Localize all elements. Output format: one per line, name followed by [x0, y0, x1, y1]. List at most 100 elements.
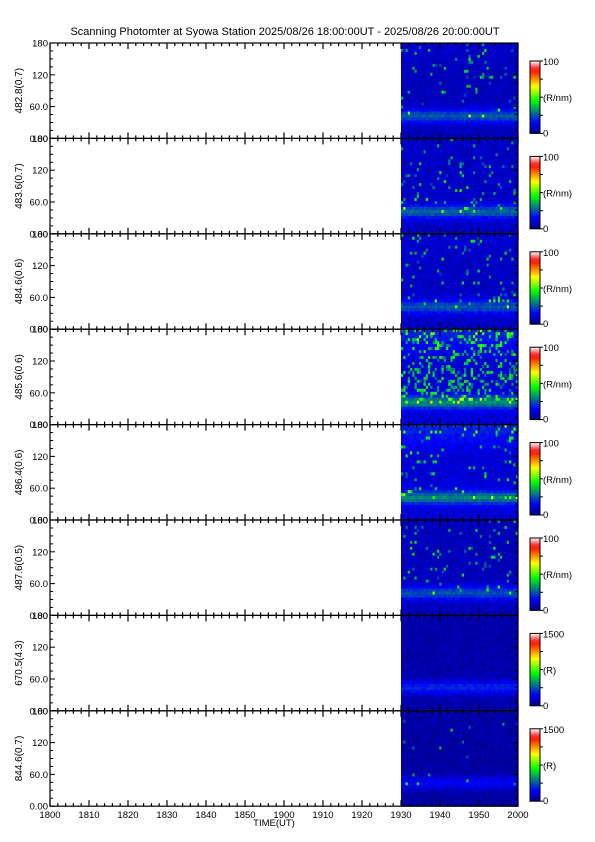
colorbar [529, 728, 541, 802]
panel-4: 0.00 60.0 120 180 485.6(0.6) 100 0 (R/nm) [14, 325, 572, 431]
y-tick-label: 180 [32, 611, 48, 622]
x-tick-label: 1810 [78, 810, 99, 821]
y-tick-label: 120 [32, 547, 48, 558]
heatmap-2 [401, 138, 519, 235]
y-tick-label: 180 [32, 325, 48, 336]
panel-label: 844.6(0.7) [14, 736, 25, 782]
colorbar [529, 442, 541, 516]
colorbar-min-label: 0 [543, 128, 548, 139]
y-tick-label: 60.0 [30, 198, 49, 209]
y-tick-label: 0.00 [30, 611, 49, 622]
colorbar-max-label: 1500 [543, 629, 564, 640]
colorbar-min-label: 0 [543, 605, 548, 616]
colorbar [529, 251, 541, 325]
panel-label: 487.6(0.5) [14, 545, 25, 591]
y-tick-label: 0.00 [30, 325, 49, 336]
y-tick-label: 60.0 [30, 675, 49, 686]
heatmap-6 [401, 520, 519, 616]
colorbar-units-label: (R) [543, 666, 556, 677]
colorbar-units-label: (R/nm) [543, 570, 572, 581]
y-tick-label: 60.0 [30, 388, 49, 399]
y-tick-label: 60.0 [30, 579, 49, 590]
colorbar-units-label: (R) [543, 761, 556, 772]
x-tick-label: 1830 [156, 810, 177, 821]
panel-label: 670.5(4.3) [14, 640, 25, 686]
y-tick-label: 0.00 [30, 516, 49, 527]
colorbar [529, 155, 541, 230]
x-tick-label: 1840 [195, 810, 216, 821]
chart-title: Scanning Photomter at Syowa Station 2025… [70, 26, 500, 38]
panel-5: 0.00 60.0 120 180 486.4(0.6) 100 0 (R/nm) [14, 420, 572, 526]
heatmap-8 [401, 710, 519, 807]
y-tick-label: 60.0 [30, 770, 49, 781]
panel-label: 486.4(0.6) [14, 450, 25, 496]
x-tick-label: 1920 [351, 810, 372, 821]
y-tick-label: 60.0 [30, 293, 49, 304]
x-axis-title: TIME(UT) [253, 818, 295, 829]
y-tick-label: 60.0 [30, 484, 49, 495]
heatmap-7 [401, 615, 519, 712]
y-tick-label: 0.00 [30, 134, 49, 145]
panel-3: 0.00 60.0 120 180 484.6(0.6) 100 0 (R/nm) [14, 229, 572, 335]
colorbar-units-label: (R/nm) [543, 189, 572, 200]
x-tick-label: 1800 [39, 810, 60, 821]
panel-label: 484.6(0.6) [14, 259, 25, 305]
panel-label: 485.6(0.6) [14, 354, 25, 400]
x-tick-label: 2000 [507, 810, 528, 821]
heatmap-1 [401, 43, 519, 139]
panel-label: 482.8(0.7) [14, 68, 25, 114]
colorbar-max-label: 100 [543, 248, 559, 259]
colorbar [529, 632, 541, 707]
panel-8: 0.00 60.0 120 180 844.6(0.7) 1500 0 (R) [14, 706, 564, 812]
y-tick-label: 0.00 [30, 420, 49, 431]
colorbar-units-label: (R/nm) [543, 475, 572, 486]
x-tick-label: 1820 [117, 810, 138, 821]
panel-label: 483.6(0.7) [14, 163, 25, 209]
x-tick-label: 1910 [312, 810, 333, 821]
y-tick-label: 0.00 [30, 229, 49, 240]
y-tick-label: 120 [32, 166, 48, 177]
colorbar-max-label: 100 [543, 152, 559, 163]
panel-7: 0.00 60.0 120 180 670.5(4.3) 1500 0 (R) [14, 611, 564, 717]
colorbar-max-label: 100 [543, 343, 559, 354]
colorbar-units-label: (R/nm) [543, 379, 572, 390]
panel-6: 0.00 60.0 120 180 487.6(0.5) 100 0 (R/nm) [14, 516, 572, 622]
heatmap-5 [401, 424, 519, 521]
y-tick-label: 180 [32, 420, 48, 431]
y-tick-label: 180 [32, 706, 48, 717]
colorbar-units-label: (R/nm) [543, 284, 572, 295]
y-tick-label: 180 [32, 229, 48, 240]
y-tick-label: 180 [32, 39, 48, 50]
x-tick-label: 1940 [429, 810, 450, 821]
colorbar [529, 60, 541, 134]
colorbar-min-label: 0 [543, 224, 548, 235]
y-tick-label: 0.00 [30, 706, 49, 717]
x-tick-label: 1930 [390, 810, 411, 821]
y-tick-label: 120 [32, 643, 48, 654]
y-tick-label: 120 [32, 70, 48, 81]
colorbar-max-label: 100 [543, 534, 559, 545]
y-tick-label: 60.0 [30, 102, 49, 113]
y-tick-label: 180 [32, 134, 48, 145]
y-tick-label: 0.00 [30, 802, 49, 813]
colorbar-min-label: 0 [543, 701, 548, 712]
y-tick-label: 120 [32, 357, 48, 368]
panel-2: 0.00 60.0 120 180 483.6(0.7) 100 0 (R/nm) [14, 134, 572, 240]
colorbar-max-label: 100 [543, 439, 559, 450]
colorbar-min-label: 0 [543, 319, 548, 330]
panel-1: 0.00 60.0 120 180 482.8(0.7) 100 0 (R/nm) [14, 39, 572, 145]
colorbar-max-label: 1500 [543, 725, 564, 736]
y-tick-label: 120 [32, 452, 48, 463]
colorbar [529, 537, 541, 611]
colorbar-min-label: 0 [543, 510, 548, 521]
colorbar-min-label: 0 [543, 415, 548, 426]
y-tick-label: 120 [32, 261, 48, 272]
colorbar-units-label: (R/nm) [543, 93, 572, 104]
colorbar [529, 346, 541, 421]
x-tick-label: 1850 [234, 810, 255, 821]
heatmap-4 [401, 329, 519, 425]
y-tick-label: 180 [32, 516, 48, 527]
colorbar-max-label: 100 [543, 57, 559, 68]
y-tick-label: 120 [32, 738, 48, 749]
